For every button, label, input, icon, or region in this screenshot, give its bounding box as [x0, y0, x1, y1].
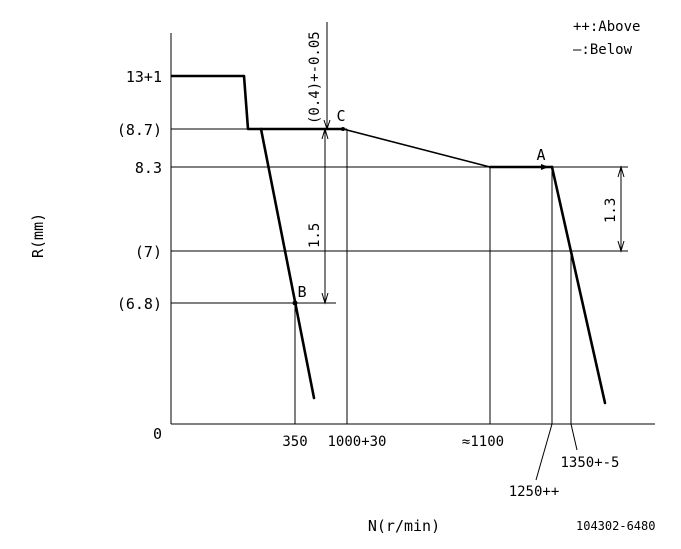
curve-lower-droop: [259, 127, 316, 400]
origin-label: 0: [153, 425, 162, 443]
curve-upper-step: [170, 74, 345, 131]
dim-15-arrow-bottom: [321, 292, 329, 305]
point-c-dot: [341, 127, 345, 131]
dim-13-arrow-bottom: [617, 240, 625, 253]
y-label-8-3: 8.3: [135, 159, 162, 177]
y-label-7: (7): [135, 243, 162, 261]
dim-15-arrow-top: [321, 127, 329, 140]
point-b-label: B: [297, 283, 306, 301]
dim-15-label: 1.5: [307, 223, 323, 248]
y-label-6-8: (6.8): [117, 295, 162, 313]
curve-cutoff: [550, 165, 607, 405]
y-axis-title: R(mm): [29, 213, 47, 258]
dim-13-arrow-top: [617, 165, 625, 178]
curve-slope: [342, 128, 491, 168]
point-a-arrow: [541, 164, 549, 170]
y-label-8-7: (8.7): [117, 121, 162, 139]
dim-13-label: 1.3: [603, 198, 619, 223]
y-label-13: 13+1: [126, 68, 162, 86]
legend-below: —:Below: [573, 42, 633, 58]
x-label-350: 350: [282, 434, 307, 450]
x-axis-title: N(r/min): [368, 517, 440, 535]
point-a-label: A: [536, 146, 545, 164]
x-label-1100: ≈1100: [462, 434, 504, 450]
dim-04-arrow: [323, 119, 331, 131]
legend-above: ++:Above: [573, 19, 640, 35]
x-label-1350: 1350+-5: [560, 455, 619, 471]
point-c-label: C: [336, 107, 345, 125]
x-label-1000: 1000+30: [327, 434, 386, 450]
diagram-code: 104302-6480: [576, 519, 655, 533]
leader-1250: [535, 423, 553, 481]
x-label-1250: 1250++: [509, 484, 560, 500]
dim-04-label: (0.4)+-0.05: [307, 31, 323, 124]
leader-1350: [570, 423, 578, 451]
point-b-dot: [292, 300, 298, 306]
